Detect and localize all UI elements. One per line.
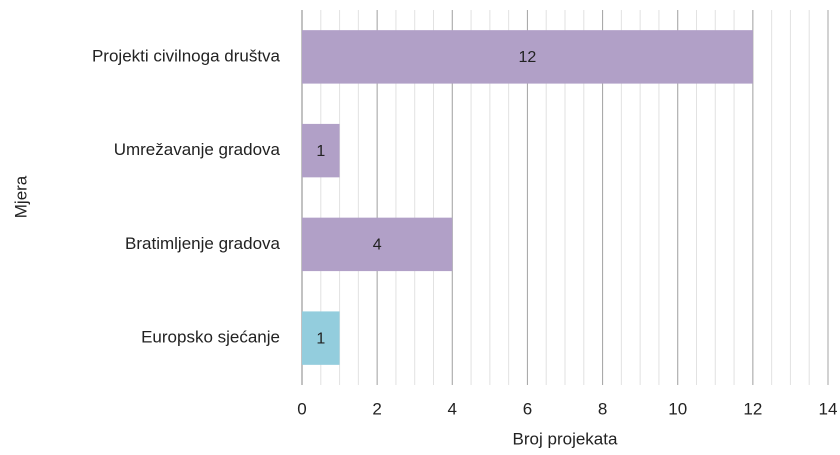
y-tick-label: Projekti civilnoga društva <box>92 46 281 65</box>
bar <box>302 123 340 178</box>
x-tick-label: 0 <box>297 399 306 418</box>
bar-value-label: 12 <box>519 49 537 66</box>
bar-value-label: 1 <box>316 330 325 347</box>
x-tick-label: 2 <box>372 399 381 418</box>
y-axis-label: Mjera <box>11 175 30 218</box>
x-axis-label: Broj projekata <box>513 429 618 448</box>
bar <box>302 311 340 365</box>
x-tick-label: 4 <box>448 399 457 418</box>
x-tick-label: 8 <box>598 399 607 418</box>
x-tick-label: 14 <box>819 399 838 418</box>
x-tick-label: 12 <box>743 399 762 418</box>
y-tick-label: Europsko sjećanje <box>141 328 280 347</box>
bar <box>302 30 753 84</box>
y-tick-label: Umrežavanje gradova <box>114 140 281 159</box>
bar-value-label: 1 <box>316 143 325 160</box>
bar-value-label: 4 <box>373 237 382 254</box>
y-tick-label: Bratimljenje gradova <box>125 234 281 253</box>
x-tick-label: 6 <box>523 399 532 418</box>
bar <box>302 217 453 272</box>
x-tick-label: 10 <box>668 399 687 418</box>
